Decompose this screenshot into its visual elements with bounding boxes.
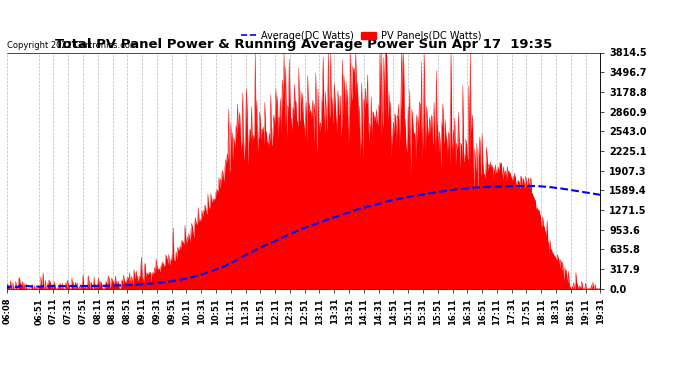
Legend: Average(DC Watts), PV Panels(DC Watts): Average(DC Watts), PV Panels(DC Watts) xyxy=(237,27,485,44)
Title: Total PV Panel Power & Running Average Power Sun Apr 17  19:35: Total PV Panel Power & Running Average P… xyxy=(55,38,552,51)
Text: Copyright 2022 Cartronics.com: Copyright 2022 Cartronics.com xyxy=(7,41,138,50)
